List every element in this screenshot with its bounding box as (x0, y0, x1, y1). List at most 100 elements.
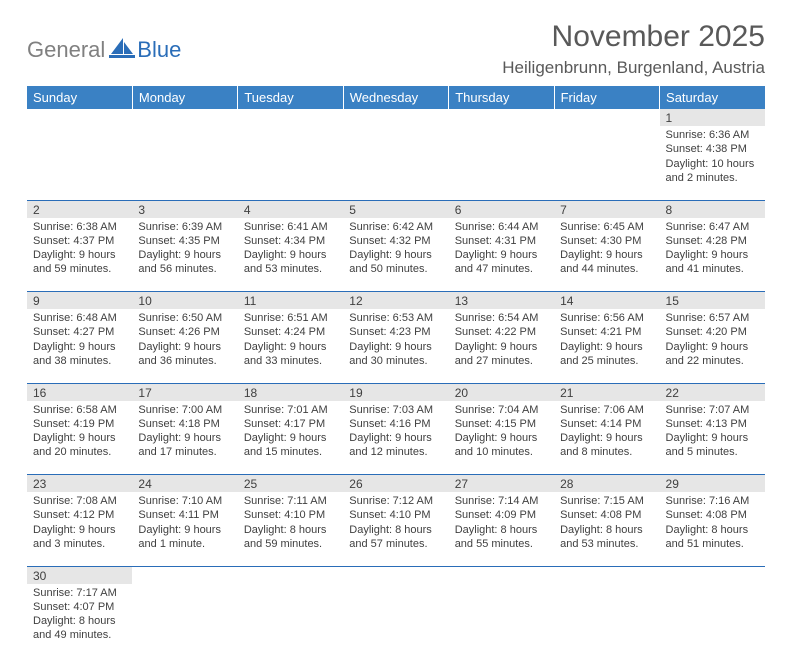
day-info-cell: Sunrise: 6:38 AMSunset: 4:37 PMDaylight:… (27, 218, 132, 292)
daylight-text: Daylight: 9 hours and 3 minutes. (33, 523, 126, 552)
day-number-cell: 10 (132, 292, 237, 310)
day-info-cell: Sunrise: 7:04 AMSunset: 4:15 PMDaylight:… (449, 401, 554, 475)
daylight-text: Daylight: 9 hours and 47 minutes. (455, 248, 548, 277)
daynum-row: 2345678 (27, 200, 765, 218)
weekday-header: Saturday (660, 86, 765, 109)
day-number-cell (449, 109, 554, 126)
daylight-text: Daylight: 9 hours and 36 minutes. (138, 340, 231, 369)
day-number-cell: 27 (449, 475, 554, 493)
day-info-cell: Sunrise: 7:11 AMSunset: 4:10 PMDaylight:… (238, 492, 343, 566)
weekday-header: Wednesday (343, 86, 448, 109)
daylight-text: Daylight: 9 hours and 8 minutes. (560, 431, 653, 460)
day-info-cell: Sunrise: 7:12 AMSunset: 4:10 PMDaylight:… (343, 492, 448, 566)
day-number-cell: 14 (554, 292, 659, 310)
day-number-cell: 9 (27, 292, 132, 310)
day-info-cell: Sunrise: 6:42 AMSunset: 4:32 PMDaylight:… (343, 218, 448, 292)
day-info-cell (554, 584, 659, 658)
day-number-cell (343, 109, 448, 126)
day-info-row: Sunrise: 7:08 AMSunset: 4:12 PMDaylight:… (27, 492, 765, 566)
sunrise-text: Sunrise: 7:16 AM (666, 494, 759, 508)
sunset-text: Sunset: 4:24 PM (244, 325, 337, 339)
sunset-text: Sunset: 4:28 PM (666, 234, 759, 248)
sunrise-text: Sunrise: 7:11 AM (244, 494, 337, 508)
sunrise-text: Sunrise: 6:41 AM (244, 220, 337, 234)
sunset-text: Sunset: 4:18 PM (138, 417, 231, 431)
sunrise-text: Sunrise: 7:04 AM (455, 403, 548, 417)
sunrise-text: Sunrise: 6:53 AM (349, 311, 442, 325)
day-info-cell: Sunrise: 7:17 AMSunset: 4:07 PMDaylight:… (27, 584, 132, 658)
day-number-cell: 16 (27, 383, 132, 401)
daylight-text: Daylight: 8 hours and 49 minutes. (33, 614, 126, 643)
day-number-cell: 1 (660, 109, 765, 126)
day-info-cell (449, 584, 554, 658)
calendar-table: SundayMondayTuesdayWednesdayThursdayFrid… (27, 86, 765, 658)
day-info-cell: Sunrise: 7:01 AMSunset: 4:17 PMDaylight:… (238, 401, 343, 475)
logo: General Blue (27, 36, 181, 63)
day-number-cell (238, 566, 343, 584)
day-number-cell: 22 (660, 383, 765, 401)
day-info-cell: Sunrise: 7:08 AMSunset: 4:12 PMDaylight:… (27, 492, 132, 566)
day-number-cell: 8 (660, 200, 765, 218)
sunset-text: Sunset: 4:10 PM (349, 508, 442, 522)
sunset-text: Sunset: 4:17 PM (244, 417, 337, 431)
day-number-cell: 4 (238, 200, 343, 218)
daylight-text: Daylight: 9 hours and 30 minutes. (349, 340, 442, 369)
day-number-cell (449, 566, 554, 584)
day-info-cell: Sunrise: 7:00 AMSunset: 4:18 PMDaylight:… (132, 401, 237, 475)
sunset-text: Sunset: 4:31 PM (455, 234, 548, 248)
weekday-header: Sunday (27, 86, 132, 109)
sunrise-text: Sunrise: 6:39 AM (138, 220, 231, 234)
day-info-cell (343, 126, 448, 200)
day-number-cell: 23 (27, 475, 132, 493)
day-number-cell (132, 566, 237, 584)
sunrise-text: Sunrise: 6:58 AM (33, 403, 126, 417)
sunrise-text: Sunrise: 7:10 AM (138, 494, 231, 508)
weekday-header: Friday (554, 86, 659, 109)
sunset-text: Sunset: 4:37 PM (33, 234, 126, 248)
sunrise-text: Sunrise: 6:45 AM (560, 220, 653, 234)
sunrise-text: Sunrise: 7:12 AM (349, 494, 442, 508)
day-info-cell: Sunrise: 7:03 AMSunset: 4:16 PMDaylight:… (343, 401, 448, 475)
sail-icon (109, 36, 135, 63)
day-number-cell (660, 566, 765, 584)
daylight-text: Daylight: 9 hours and 59 minutes. (33, 248, 126, 277)
day-info-cell (132, 584, 237, 658)
sunset-text: Sunset: 4:15 PM (455, 417, 548, 431)
sunset-text: Sunset: 4:27 PM (33, 325, 126, 339)
day-info-cell: Sunrise: 6:39 AMSunset: 4:35 PMDaylight:… (132, 218, 237, 292)
day-number-cell (238, 109, 343, 126)
day-number-cell: 25 (238, 475, 343, 493)
daylight-text: Daylight: 9 hours and 56 minutes. (138, 248, 231, 277)
sunrise-text: Sunrise: 7:06 AM (560, 403, 653, 417)
sunset-text: Sunset: 4:08 PM (666, 508, 759, 522)
day-info-cell: Sunrise: 7:16 AMSunset: 4:08 PMDaylight:… (660, 492, 765, 566)
day-info-row: Sunrise: 6:58 AMSunset: 4:19 PMDaylight:… (27, 401, 765, 475)
day-number-cell: 21 (554, 383, 659, 401)
daylight-text: Daylight: 9 hours and 17 minutes. (138, 431, 231, 460)
sunset-text: Sunset: 4:26 PM (138, 325, 231, 339)
sunset-text: Sunset: 4:21 PM (560, 325, 653, 339)
day-info-cell (238, 126, 343, 200)
day-info-cell: Sunrise: 6:56 AMSunset: 4:21 PMDaylight:… (554, 309, 659, 383)
day-info-cell: Sunrise: 6:58 AMSunset: 4:19 PMDaylight:… (27, 401, 132, 475)
sunrise-text: Sunrise: 6:51 AM (244, 311, 337, 325)
day-info-row: Sunrise: 6:48 AMSunset: 4:27 PMDaylight:… (27, 309, 765, 383)
daylight-text: Daylight: 9 hours and 38 minutes. (33, 340, 126, 369)
daylight-text: Daylight: 9 hours and 20 minutes. (33, 431, 126, 460)
daylight-text: Daylight: 8 hours and 57 minutes. (349, 523, 442, 552)
daynum-row: 23242526272829 (27, 475, 765, 493)
sunset-text: Sunset: 4:20 PM (666, 325, 759, 339)
day-info-cell: Sunrise: 6:57 AMSunset: 4:20 PMDaylight:… (660, 309, 765, 383)
day-info-cell: Sunrise: 7:15 AMSunset: 4:08 PMDaylight:… (554, 492, 659, 566)
daylight-text: Daylight: 9 hours and 5 minutes. (666, 431, 759, 460)
sunrise-text: Sunrise: 6:54 AM (455, 311, 548, 325)
sunrise-text: Sunrise: 7:17 AM (33, 586, 126, 600)
sunset-text: Sunset: 4:12 PM (33, 508, 126, 522)
sunset-text: Sunset: 4:38 PM (666, 142, 759, 156)
day-number-cell: 18 (238, 383, 343, 401)
sunset-text: Sunset: 4:13 PM (666, 417, 759, 431)
day-info-cell: Sunrise: 6:51 AMSunset: 4:24 PMDaylight:… (238, 309, 343, 383)
sunset-text: Sunset: 4:32 PM (349, 234, 442, 248)
sunrise-text: Sunrise: 7:08 AM (33, 494, 126, 508)
daylight-text: Daylight: 9 hours and 25 minutes. (560, 340, 653, 369)
